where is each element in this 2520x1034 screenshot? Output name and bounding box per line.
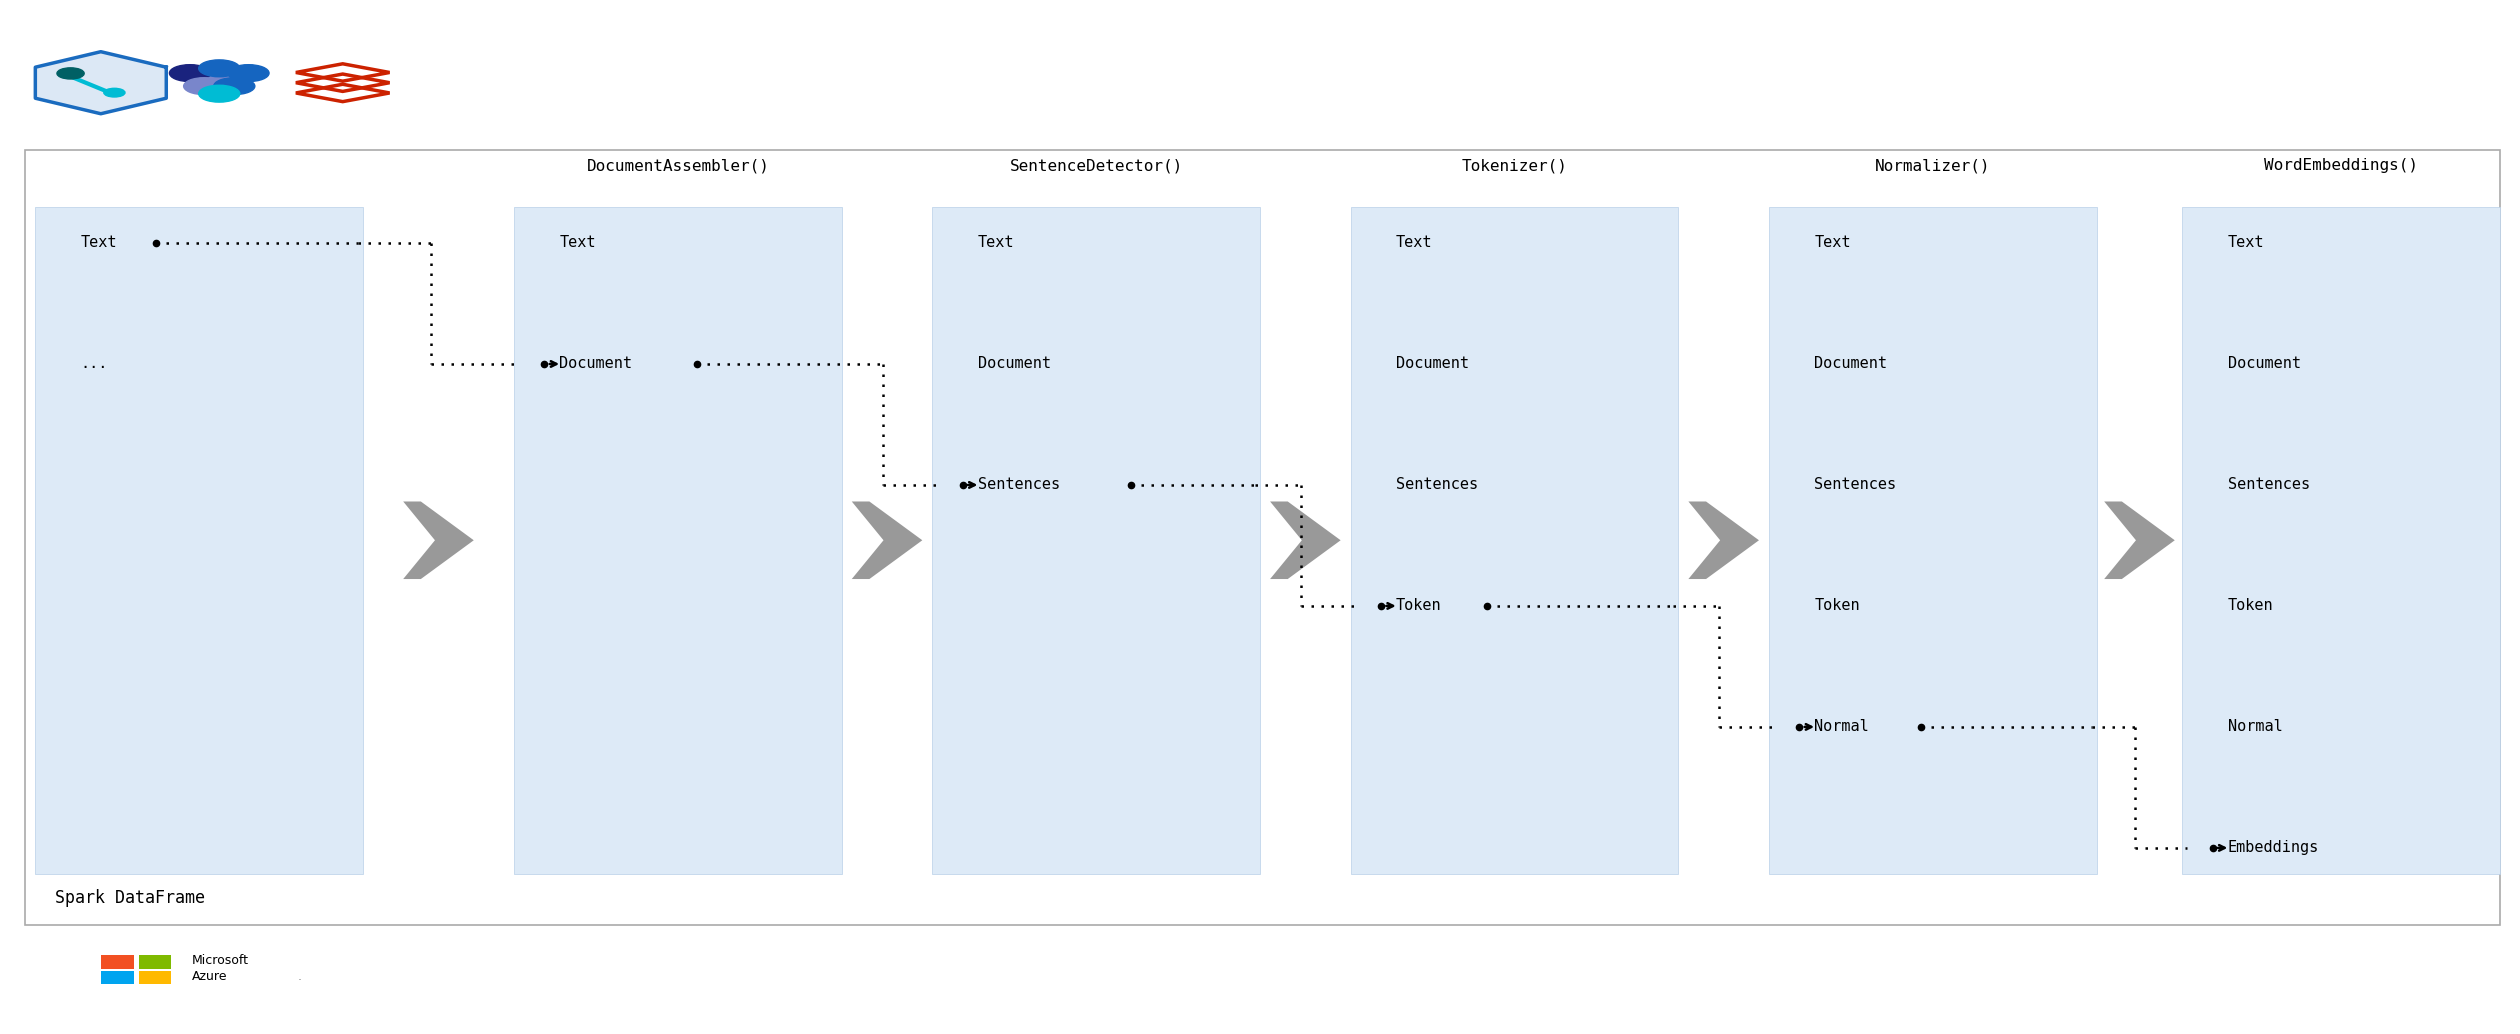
Circle shape (227, 65, 270, 82)
Text: Microsoft: Microsoft (192, 954, 249, 968)
Text: Document: Document (2228, 357, 2301, 371)
Polygon shape (403, 501, 474, 579)
Text: Tokenizer(): Tokenizer() (1462, 158, 1567, 174)
Text: Document: Document (559, 357, 633, 371)
Bar (139, 971, 171, 984)
Bar (101, 971, 134, 984)
FancyBboxPatch shape (25, 150, 2500, 925)
Text: Text: Text (978, 236, 1013, 250)
Text: Normalizer(): Normalizer() (1875, 158, 1991, 174)
Circle shape (184, 78, 224, 94)
Text: Token: Token (1814, 599, 1860, 613)
Text: Text: Text (2228, 236, 2263, 250)
Circle shape (199, 85, 239, 102)
Text: Azure: Azure (192, 970, 227, 983)
Text: Text: Text (1814, 236, 1850, 250)
FancyBboxPatch shape (514, 207, 842, 874)
Circle shape (169, 65, 212, 82)
Text: Document: Document (1814, 357, 1887, 371)
Text: Text: Text (81, 236, 116, 250)
Text: Sentences: Sentences (1814, 478, 1898, 492)
Text: Sentences: Sentences (2228, 478, 2311, 492)
Polygon shape (852, 501, 922, 579)
Text: .: . (297, 970, 302, 983)
Text: Normal: Normal (2228, 720, 2283, 734)
Text: Sentences: Sentences (978, 478, 1061, 492)
Circle shape (204, 74, 234, 87)
Text: Normal: Normal (1814, 720, 1870, 734)
FancyBboxPatch shape (932, 207, 1260, 874)
FancyBboxPatch shape (1769, 207, 2097, 874)
Bar (101, 955, 134, 969)
Circle shape (199, 60, 239, 77)
Text: WordEmbeddings(): WordEmbeddings() (2263, 158, 2419, 174)
Polygon shape (2104, 501, 2175, 579)
Text: Document: Document (1396, 357, 1469, 371)
Text: ...: ... (81, 357, 108, 371)
Text: Token: Token (1396, 599, 1441, 613)
Text: Document: Document (978, 357, 1051, 371)
Circle shape (103, 88, 126, 97)
Circle shape (58, 68, 83, 79)
FancyBboxPatch shape (2182, 207, 2500, 874)
Polygon shape (35, 52, 166, 114)
FancyBboxPatch shape (35, 207, 363, 874)
Text: DocumentAssembler(): DocumentAssembler() (587, 158, 769, 174)
Text: Sentences: Sentences (1396, 478, 1479, 492)
Polygon shape (1270, 501, 1341, 579)
Bar (139, 955, 171, 969)
Polygon shape (1688, 501, 1759, 579)
FancyBboxPatch shape (1351, 207, 1678, 874)
Text: SentenceDetector(): SentenceDetector() (1011, 158, 1182, 174)
Text: Embeddings: Embeddings (2228, 841, 2318, 855)
Text: Spark DataFrame: Spark DataFrame (55, 889, 207, 907)
Text: Text: Text (1396, 236, 1431, 250)
Text: Token: Token (2228, 599, 2273, 613)
Circle shape (214, 78, 255, 94)
Text: Text: Text (559, 236, 595, 250)
